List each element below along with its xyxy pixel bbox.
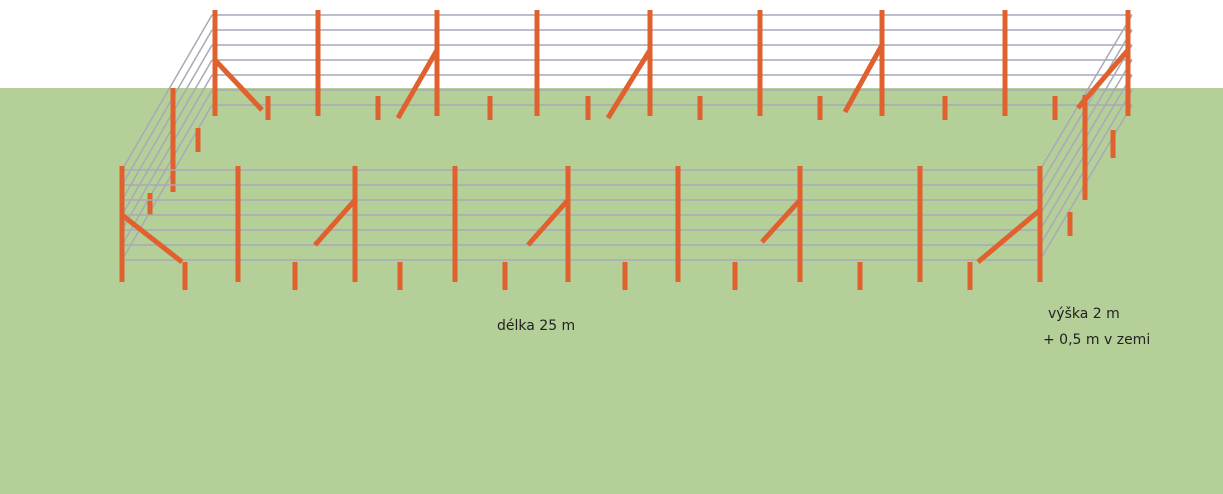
- wire: [121, 44, 213, 201]
- brace: [213, 58, 264, 112]
- brace: [842, 43, 885, 114]
- wire: [121, 89, 213, 246]
- length-label: délka 25 m: [497, 318, 575, 334]
- wire: [1039, 14, 1133, 171]
- ground: [0, 88, 1223, 494]
- brace: [605, 48, 653, 120]
- brace: [313, 198, 357, 247]
- brace: [120, 213, 184, 264]
- wire: [121, 14, 213, 171]
- wire: [121, 59, 213, 216]
- wire: [121, 29, 213, 186]
- brace: [976, 208, 1042, 264]
- height-label: výška 2 m: [1048, 306, 1120, 322]
- wire: [121, 74, 213, 231]
- fence: [119, 10, 1133, 290]
- brace: [395, 48, 440, 120]
- brace: [526, 198, 570, 247]
- depth-label: + 0,5 m v zemi: [1043, 332, 1150, 348]
- brace: [760, 198, 802, 244]
